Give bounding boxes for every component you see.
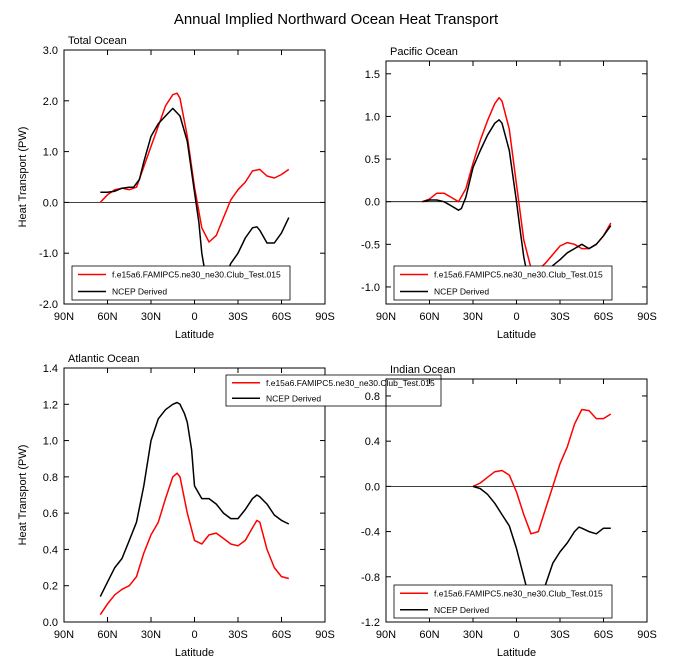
y-axis-label: Heat Transport (PW) <box>17 127 29 228</box>
x-tick-label: 90N <box>376 311 396 323</box>
x-tick-label: 30N <box>141 311 161 323</box>
y-tick-label: 0.4 <box>43 544 58 556</box>
y-tick-label: -0.5 <box>361 239 380 251</box>
legend: f.e15a6.FAMIPC5.ne30_ne30.Club_Test.015 N… <box>225 374 442 407</box>
x-tick-label: 30N <box>463 629 483 641</box>
x-tick-label: 90N <box>54 629 74 641</box>
y-tick-label: -0.8 <box>361 572 380 584</box>
y-axis-label: Heat Transport (PW) <box>17 445 29 546</box>
y-tick-label: -0.4 <box>361 527 380 539</box>
x-axis-label: Latitude <box>175 329 214 341</box>
figure-title: Annual Implied Northward Ocean Heat Tran… <box>174 11 499 28</box>
legend-label: f.e15a6.FAMIPC5.ne30_ne30.Club_Test.015 <box>434 588 603 598</box>
legend-label: NCEP Derived <box>434 287 489 297</box>
legend: f.e15a6.FAMIPC5.ne30_ne30.Club_Test.015 N… <box>71 265 291 301</box>
y-tick-label: -1.2 <box>361 617 380 629</box>
y-tick-label: 0.0 <box>43 617 58 629</box>
x-tick-label: 90N <box>376 629 396 641</box>
legend-label: f.e15a6.FAMIPC5.ne30_ne30.Club_Test.015 <box>266 378 435 388</box>
ncep-series-line <box>100 107 290 287</box>
y-tick-label: 3.0 <box>43 45 58 57</box>
x-tick-label: 60S <box>594 311 614 323</box>
y-tick-label: 0.0 <box>43 197 58 209</box>
legend-label: NCEP Derived <box>434 605 489 615</box>
x-tick-label: 60N <box>97 629 117 641</box>
legend-label: NCEP Derived <box>112 287 167 297</box>
y-tick-label: 1.0 <box>43 436 58 448</box>
x-tick-label: 60N <box>419 311 439 323</box>
x-tick-label: 90N <box>54 311 74 323</box>
legend-box <box>393 265 613 301</box>
x-tick-label: 90S <box>315 629 335 641</box>
legend-box <box>393 584 613 619</box>
y-tick-label: 1.0 <box>43 147 58 159</box>
x-tick-label: 90S <box>637 311 657 323</box>
x-tick-label: 30S <box>550 311 570 323</box>
y-tick-label: 0.2 <box>43 581 58 593</box>
panel-pacific-ocean: -1.0 -0.5 0.0 0.5 1.0 1.5 90N 60N 30N 0 30S 60S 90S P… <box>361 46 657 341</box>
panel-total-ocean: -2.0 -1.0 0.0 1.0 2.0 3.0 90N 60N 30N 0 30S 60S 90S T… <box>17 35 335 341</box>
y-tick-label: 1.0 <box>365 111 380 123</box>
legend: f.e15a6.FAMIPC5.ne30_ne30.Club_Test.015 N… <box>393 265 613 301</box>
model-series-line <box>99 92 290 243</box>
y-tick-label: 0.6 <box>43 508 58 520</box>
x-axis-label: Latitude <box>175 647 214 659</box>
panel-title: Atlantic Ocean <box>68 353 140 365</box>
y-tick-label: -2.0 <box>39 299 58 311</box>
legend: f.e15a6.FAMIPC5.ne30_ne30.Club_Test.015 N… <box>393 584 613 619</box>
x-tick-label: 30S <box>228 629 248 641</box>
x-tick-label: 60N <box>419 629 439 641</box>
x-tick-label: 60S <box>272 311 292 323</box>
x-tick-label: 0 <box>513 629 519 641</box>
y-tick-label: 0.5 <box>365 154 380 166</box>
panel-title: Pacific Ocean <box>390 46 458 58</box>
x-axis-label: Latitude <box>497 329 536 341</box>
panel-indian-ocean: -1.2 -0.8 -0.4 0.0 0.4 0.8 90N 60N 30N 0 30S 60S 90S… <box>361 364 657 659</box>
y-tick-label: 0.4 <box>365 436 380 448</box>
legend-label: NCEP Derived <box>266 393 321 403</box>
panels: -2.0 -1.0 0.0 1.0 2.0 3.0 90N 60N 30N 0 30S 60S 90S T… <box>17 35 657 659</box>
x-tick-label: 0 <box>191 311 197 323</box>
model-series-line <box>99 472 289 616</box>
ncep-series-line <box>422 119 612 286</box>
x-tick-label: 30S <box>228 311 248 323</box>
panel-title: Total Ocean <box>68 35 127 47</box>
y-tick-label: 1.5 <box>365 69 380 81</box>
y-tick-label: 0.8 <box>365 391 380 403</box>
panel-atlantic-ocean: 0.0 0.2 0.4 0.6 0.8 1.0 1.2 1.4 90N 60N 30N 0 30S 60S… <box>17 353 442 659</box>
legend-box <box>225 374 442 407</box>
y-tick-label: 0.0 <box>365 197 380 209</box>
x-tick-label: 30S <box>550 629 570 641</box>
legend-label: f.e15a6.FAMIPC5.ne30_ne30.Club_Test.015 <box>112 270 281 280</box>
y-tick-label: -1.0 <box>39 248 58 260</box>
x-tick-label: 60S <box>594 629 614 641</box>
x-tick-label: 0 <box>513 311 519 323</box>
x-tick-label: 60S <box>272 629 292 641</box>
x-tick-label: 30N <box>141 629 161 641</box>
y-tick-label: 2.0 <box>43 96 58 108</box>
x-tick-label: 30N <box>463 311 483 323</box>
x-tick-label: 90S <box>315 311 335 323</box>
legend-box <box>71 265 291 301</box>
y-tick-label: -1.0 <box>361 282 380 294</box>
legend-label: f.e15a6.FAMIPC5.ne30_ne30.Club_Test.015 <box>434 270 603 280</box>
panel-title: Indian Ocean <box>390 364 455 376</box>
x-axis-label: Latitude <box>497 647 536 659</box>
x-tick-label: 0 <box>191 629 197 641</box>
y-tick-label: 0.8 <box>43 472 58 484</box>
model-series-line <box>472 408 612 535</box>
x-tick-label: 90S <box>637 629 657 641</box>
y-tick-label: 1.4 <box>43 363 58 375</box>
y-tick-label: 0.0 <box>365 481 380 493</box>
ncep-series-line <box>99 401 290 597</box>
y-tick-label: 1.2 <box>43 399 58 411</box>
x-tick-label: 60N <box>97 311 117 323</box>
